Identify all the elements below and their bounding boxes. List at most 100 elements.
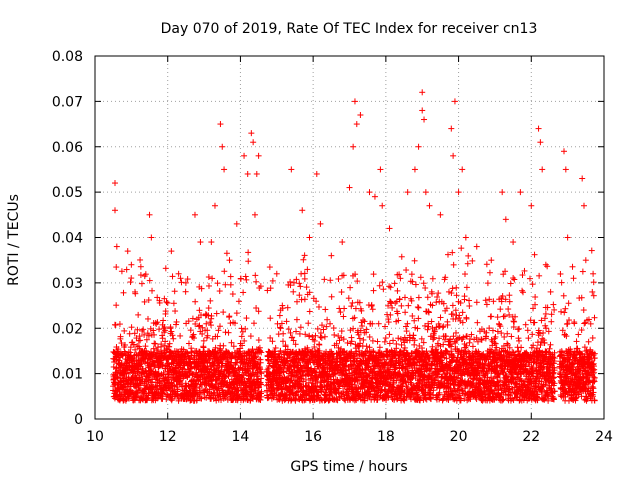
data-point (377, 166, 384, 173)
data-point (494, 314, 501, 321)
data-point (113, 302, 120, 309)
data-point (245, 249, 252, 256)
data-point (182, 279, 189, 286)
data-point (465, 252, 472, 259)
data-point (366, 189, 373, 196)
data-point (462, 234, 469, 241)
data-point (328, 252, 335, 259)
data-point (385, 319, 392, 326)
data-point (376, 344, 383, 351)
data-point (539, 166, 546, 173)
data-point (415, 143, 422, 150)
data-point (172, 308, 179, 315)
data-point (243, 276, 250, 283)
data-point (159, 335, 166, 342)
data-point (338, 328, 345, 335)
data-point (130, 341, 137, 348)
data-point (313, 170, 320, 177)
data-point (162, 338, 169, 345)
data-point (340, 313, 347, 320)
data-point (162, 265, 169, 272)
data-point (387, 284, 394, 291)
data-point (337, 309, 344, 316)
data-point (159, 361, 166, 368)
data-point (137, 256, 144, 263)
data-point (370, 287, 377, 294)
data-point (200, 344, 207, 351)
data-point (145, 332, 152, 339)
data-point (505, 306, 512, 313)
data-point (288, 166, 295, 173)
data-point (166, 340, 173, 347)
data-point (306, 234, 313, 241)
data-point (250, 320, 257, 327)
data-point (323, 323, 330, 330)
data-point (408, 271, 415, 278)
data-point (483, 261, 490, 268)
data-point (132, 346, 139, 353)
data-point (369, 337, 376, 344)
data-point (217, 121, 224, 128)
data-point (496, 321, 503, 328)
data-point (314, 325, 321, 332)
data-point (149, 287, 156, 294)
data-point (449, 302, 456, 309)
data-point (394, 287, 401, 294)
data-point (446, 342, 453, 349)
data-point (208, 239, 215, 246)
data-point (226, 257, 233, 264)
data-point (227, 273, 234, 280)
data-point (424, 294, 431, 301)
data-point (127, 279, 134, 286)
data-point (501, 333, 508, 340)
data-point (510, 239, 517, 246)
data-point (415, 294, 422, 301)
data-point (451, 98, 458, 105)
data-point (459, 166, 466, 173)
data-point (252, 272, 259, 279)
data-point (395, 335, 402, 342)
data-point (437, 314, 444, 321)
data-point (508, 333, 515, 340)
data-point (417, 274, 424, 281)
data-point (386, 331, 393, 338)
data-point (473, 299, 480, 306)
data-point (219, 143, 226, 150)
data-point (504, 330, 511, 337)
data-point (221, 166, 228, 173)
data-point (510, 275, 517, 282)
data-point (134, 326, 141, 333)
data-point (290, 288, 297, 295)
data-point (306, 332, 313, 339)
data-point (341, 305, 348, 312)
data-point (506, 292, 513, 299)
data-point (371, 193, 378, 200)
data-point (306, 308, 313, 315)
data-point (197, 239, 204, 246)
data-point (425, 323, 432, 330)
data-point (149, 376, 156, 383)
data-point (419, 107, 426, 114)
data-point (277, 347, 284, 354)
data-point (112, 322, 119, 329)
data-point (453, 284, 460, 291)
data-point (321, 333, 328, 340)
data-point (143, 380, 150, 387)
data-point (420, 280, 427, 287)
data-point (266, 264, 273, 271)
data-point (466, 297, 473, 304)
data-point (253, 170, 260, 177)
data-point (375, 320, 382, 327)
data-point (217, 323, 224, 330)
data-point (132, 290, 139, 297)
data-point (515, 337, 522, 344)
data-point (422, 284, 429, 291)
data-point (244, 170, 251, 177)
data-point (429, 275, 436, 282)
data-point (463, 284, 470, 291)
data-point (344, 339, 351, 346)
data-point (146, 277, 153, 284)
data-point (484, 280, 491, 287)
data-point (118, 361, 125, 368)
data-point (255, 337, 262, 344)
